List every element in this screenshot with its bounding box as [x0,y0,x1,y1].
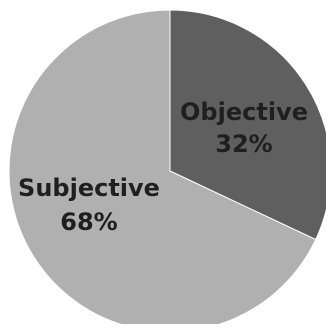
slice-value-objective: 32% [215,130,272,158]
slice-label-subjective: Subjective [18,174,160,202]
slice-label-objective: Objective [180,98,308,126]
pie-slice-subjective [8,9,317,329]
pie-slice-objective [169,9,326,241]
slice-value-subjective: 68% [60,208,117,236]
